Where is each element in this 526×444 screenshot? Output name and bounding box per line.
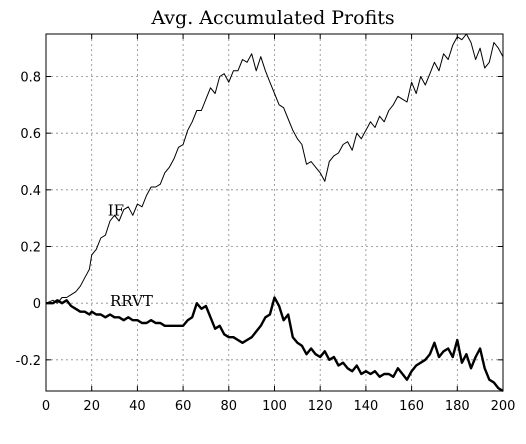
x-tick-label: 40 xyxy=(129,399,146,414)
y-tick-label: 0.8 xyxy=(20,71,41,86)
y-tick-label: 0 xyxy=(33,297,41,312)
series-line-if xyxy=(45,33,504,304)
x-tick-label: 120 xyxy=(308,399,333,414)
y-tick-label: -0.2 xyxy=(16,354,41,369)
series-label-rrvt: RRVT xyxy=(110,292,153,310)
x-tick-label: 160 xyxy=(399,399,424,414)
x-tick-label: 200 xyxy=(491,399,516,414)
series-layer xyxy=(45,33,504,393)
x-tick-label: 100 xyxy=(262,399,287,414)
x-tick-label: 0 xyxy=(42,399,50,414)
x-tick-label: 20 xyxy=(83,399,100,414)
grid xyxy=(46,34,503,391)
series-line-rrvt xyxy=(46,296,504,393)
annotations: IF RRVT xyxy=(108,201,153,310)
chart-title: Avg. Accumulated Profits xyxy=(150,7,394,29)
series-label-if: IF xyxy=(108,201,124,219)
ticks: 0 20 40 60 80 100 120 140 160 180 200 -0.2 0 0.2 0.4 0.… xyxy=(16,34,516,414)
x-tick-label: 60 xyxy=(175,399,192,414)
x-tick-label: 80 xyxy=(221,399,238,414)
x-tick-label: 140 xyxy=(353,399,378,414)
y-tick-label: 0.2 xyxy=(20,241,41,256)
y-tick-label: 0.6 xyxy=(20,127,41,142)
x-tick-label: 180 xyxy=(445,399,470,414)
y-tick-label: 0.4 xyxy=(20,184,41,199)
